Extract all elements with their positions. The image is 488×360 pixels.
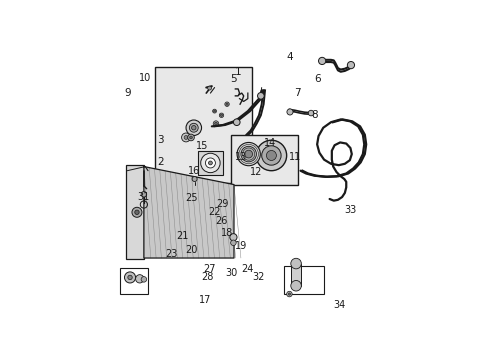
Circle shape — [237, 143, 260, 166]
Text: 23: 23 — [165, 249, 178, 259]
Circle shape — [346, 62, 354, 69]
Circle shape — [307, 110, 313, 116]
Circle shape — [288, 293, 290, 295]
Text: 2: 2 — [157, 157, 163, 167]
Circle shape — [219, 113, 224, 117]
Circle shape — [187, 134, 194, 141]
Text: 3: 3 — [157, 135, 163, 145]
Circle shape — [286, 109, 292, 115]
Text: 27: 27 — [203, 264, 215, 274]
Bar — [155, 67, 251, 183]
Text: 29: 29 — [216, 199, 228, 209]
Text: 32: 32 — [252, 273, 264, 283]
Circle shape — [135, 275, 143, 283]
Circle shape — [256, 140, 286, 171]
Text: 26: 26 — [215, 216, 227, 226]
Text: 12: 12 — [249, 167, 262, 177]
Circle shape — [181, 133, 190, 142]
Text: 16: 16 — [187, 166, 200, 176]
Circle shape — [229, 234, 237, 241]
Text: 9: 9 — [123, 88, 130, 98]
Text: 21: 21 — [176, 231, 188, 241]
Text: 14: 14 — [264, 138, 276, 148]
Circle shape — [205, 158, 215, 168]
Text: 13: 13 — [234, 152, 246, 162]
Circle shape — [213, 110, 215, 112]
Circle shape — [212, 109, 216, 113]
Text: 15: 15 — [196, 141, 208, 151]
Circle shape — [207, 86, 211, 90]
Circle shape — [132, 207, 142, 217]
Circle shape — [290, 258, 301, 269]
Text: 6: 6 — [313, 74, 320, 84]
Text: 31: 31 — [138, 192, 150, 202]
Text: 4: 4 — [285, 52, 292, 62]
Circle shape — [183, 135, 187, 139]
Circle shape — [257, 93, 264, 99]
Text: 5: 5 — [230, 74, 237, 84]
Bar — [125, 165, 143, 260]
Bar — [290, 264, 301, 286]
Text: 24: 24 — [241, 264, 253, 274]
Circle shape — [230, 240, 236, 246]
Text: 11: 11 — [288, 152, 301, 162]
Circle shape — [127, 275, 132, 280]
Circle shape — [241, 146, 256, 162]
Circle shape — [213, 121, 218, 126]
Text: 30: 30 — [224, 268, 237, 278]
Circle shape — [208, 161, 212, 165]
Text: 34: 34 — [332, 300, 345, 310]
Text: 17: 17 — [198, 294, 211, 305]
Circle shape — [318, 57, 325, 64]
Circle shape — [214, 122, 217, 125]
Circle shape — [192, 176, 197, 181]
Circle shape — [224, 102, 229, 107]
Text: 28: 28 — [201, 273, 213, 283]
Circle shape — [189, 136, 192, 139]
Circle shape — [200, 153, 220, 173]
Bar — [120, 268, 148, 294]
Text: 20: 20 — [184, 245, 197, 255]
Circle shape — [189, 123, 198, 132]
Circle shape — [220, 114, 222, 116]
Circle shape — [141, 276, 146, 282]
Circle shape — [185, 120, 201, 135]
Text: 18: 18 — [221, 228, 233, 238]
Text: 1: 1 — [234, 67, 241, 77]
Circle shape — [244, 150, 252, 158]
Text: 19: 19 — [234, 240, 246, 251]
Bar — [198, 151, 223, 175]
Circle shape — [141, 192, 146, 197]
Circle shape — [124, 272, 135, 283]
Text: 33: 33 — [344, 204, 356, 215]
Text: 10: 10 — [139, 73, 151, 83]
Bar — [231, 135, 297, 185]
Text: 7: 7 — [294, 88, 301, 98]
Text: 22: 22 — [208, 207, 221, 217]
Circle shape — [290, 280, 301, 291]
Circle shape — [191, 126, 196, 130]
Circle shape — [225, 103, 228, 105]
Circle shape — [233, 119, 240, 126]
Text: 8: 8 — [310, 110, 317, 120]
Circle shape — [286, 291, 292, 297]
Polygon shape — [143, 167, 233, 258]
Circle shape — [261, 146, 281, 165]
Circle shape — [266, 150, 276, 161]
Text: 25: 25 — [184, 193, 197, 203]
Circle shape — [135, 210, 139, 215]
Bar — [284, 266, 324, 294]
